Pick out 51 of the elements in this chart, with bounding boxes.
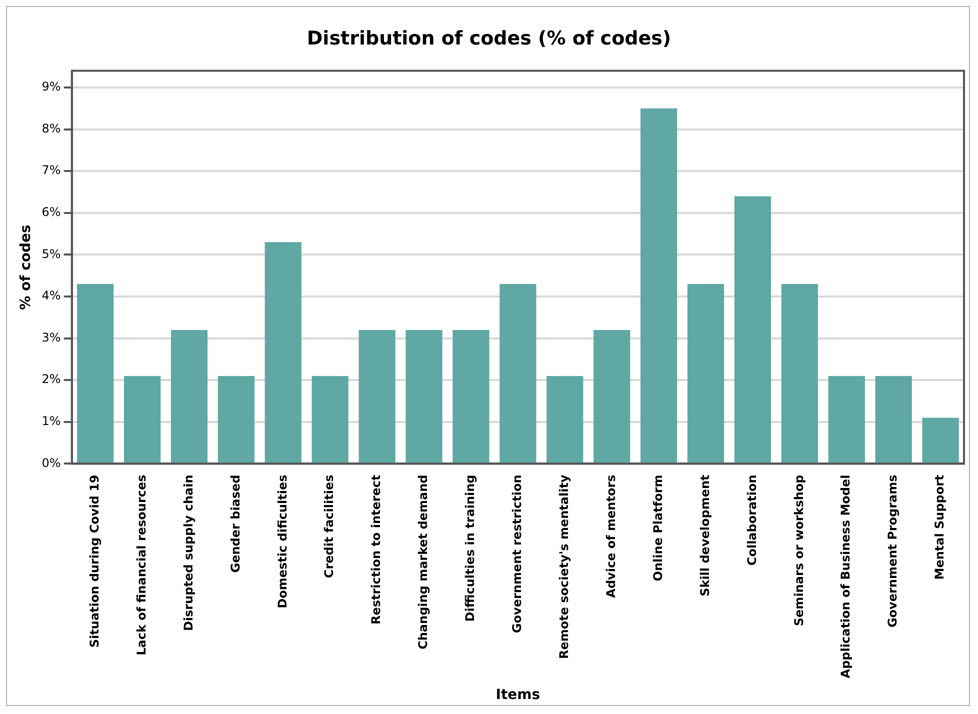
- bar: [734, 196, 772, 463]
- x-tick-label: Gender biased: [228, 474, 242, 573]
- x-tick-label: Government Programs: [886, 474, 900, 628]
- x-tick-label: Difficulties in training: [463, 474, 478, 622]
- x-tick-label: Advice of mentors: [604, 474, 618, 598]
- x-tick-label: Changing market demand: [416, 474, 430, 650]
- chart-title: Distribution of codes (% of codes): [306, 27, 672, 50]
- bar: [594, 330, 630, 463]
- y-tick-label: 6%: [42, 205, 61, 220]
- y-tick-label: 9%: [42, 80, 61, 94]
- x-tick-label: Seminars or workshop: [792, 474, 806, 626]
- y-tick-label: 4%: [42, 288, 61, 303]
- bar: [452, 330, 490, 463]
- bar: [640, 108, 678, 463]
- bar: [264, 242, 302, 463]
- bar: [312, 376, 348, 463]
- x-tick-label: Credit facilities: [322, 474, 336, 578]
- x-tick-label: Online Platform: [650, 474, 665, 582]
- bar: [218, 376, 254, 463]
- bar: [828, 376, 865, 463]
- bar: [77, 284, 114, 463]
- y-tick-label: 7%: [42, 163, 61, 178]
- y-tick-label: 0%: [42, 456, 61, 470]
- x-tick-label: Remote society's mentality: [557, 474, 571, 660]
- y-tick-label: 8%: [42, 121, 61, 136]
- x-tick-label: Government restriction: [510, 474, 524, 634]
- y-tick-label: 5%: [42, 246, 61, 261]
- bar: [500, 284, 536, 463]
- bar: [124, 376, 161, 463]
- bar: [358, 330, 396, 463]
- x-tick-label: Lack of financial resources: [134, 474, 148, 656]
- x-tick-label: Domestic dificulties: [275, 474, 290, 608]
- bar: [546, 376, 584, 463]
- x-tick-label: Disrupted supply chain: [181, 474, 196, 632]
- x-tick-label: Mental Support: [932, 474, 947, 580]
- bar: [781, 284, 818, 463]
- bar: [922, 418, 959, 463]
- x-tick-label: Situation during Covid 19: [87, 474, 102, 648]
- x-tick-label: Skill development: [698, 474, 712, 596]
- bar: [875, 376, 912, 463]
- y-tick-label: 3%: [42, 330, 61, 344]
- bar: [170, 330, 208, 463]
- bar: [687, 284, 724, 463]
- x-tick-label: Collaboration: [744, 474, 759, 566]
- x-tick-label: Application of Business Model: [838, 474, 853, 678]
- y-axis-title: % of codes: [18, 224, 34, 310]
- y-tick-label: 2%: [42, 372, 61, 386]
- x-axis-title: Items: [496, 687, 540, 704]
- x-tick-label: Restriction to interect: [369, 474, 384, 625]
- y-tick-label: 1%: [42, 414, 61, 428]
- bar: [406, 330, 442, 463]
